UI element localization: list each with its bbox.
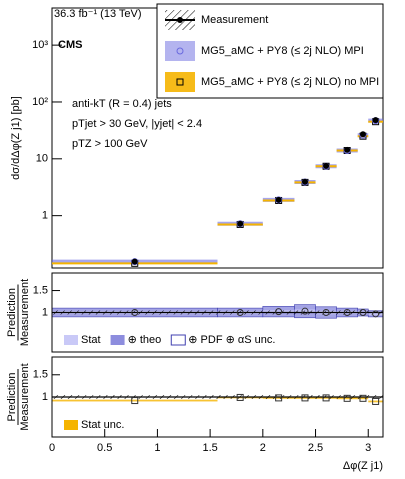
x-tick-label: 0.5 bbox=[97, 442, 112, 454]
ratio-marker bbox=[343, 394, 351, 402]
legend-swatch bbox=[165, 41, 195, 61]
legend-swatch bbox=[177, 17, 183, 23]
y-tick-label: 10³ bbox=[32, 39, 48, 51]
measurement-marker bbox=[275, 196, 282, 203]
ratio-marker bbox=[343, 309, 351, 316]
ratio-marker bbox=[131, 397, 139, 405]
legend-swatch bbox=[64, 335, 78, 345]
y-tick-label: 1 bbox=[42, 306, 48, 318]
y-tick-label: 1 bbox=[42, 210, 48, 222]
y-axis-label: Prediction bbox=[6, 288, 18, 337]
ratio-marker bbox=[301, 307, 309, 315]
legend-label: Measurement bbox=[201, 14, 268, 26]
legend-swatch bbox=[64, 420, 78, 430]
x-tick-label: 1.5 bbox=[202, 442, 217, 454]
measurement-marker bbox=[323, 162, 330, 169]
y-tick-label: 1 bbox=[42, 391, 48, 403]
ratio-marker bbox=[301, 394, 309, 402]
ratio-marker bbox=[275, 308, 283, 316]
legend-label: MG5_aMC + PY8 (≤ 2j NLO) MPI bbox=[201, 45, 364, 57]
x-axis-label: Δφ(Z j1) bbox=[343, 460, 383, 472]
measurement-marker bbox=[131, 258, 138, 265]
y-tick-label: 1.5 bbox=[33, 284, 48, 296]
stat-band bbox=[52, 399, 218, 402]
x-tick-label: 1 bbox=[154, 442, 160, 454]
cut-label: pTjet > 30 GeV, |yjet| < 2.4 bbox=[72, 118, 202, 130]
measurement-marker bbox=[301, 178, 308, 185]
measurement-marker bbox=[359, 131, 366, 138]
x-tick-label: 2 bbox=[260, 442, 266, 454]
legend-swatch bbox=[170, 334, 186, 346]
ratio-marker bbox=[359, 309, 367, 316]
cut-label: anti-kT (R = 0.4) jets bbox=[72, 98, 172, 110]
y-tick-label: 10 bbox=[36, 153, 48, 165]
ratio-marker bbox=[372, 397, 380, 405]
legend-label: Stat unc. bbox=[81, 419, 124, 431]
y-axis-label: Prediction bbox=[6, 373, 18, 422]
x-tick-label: 2.5 bbox=[308, 442, 323, 454]
experiment-label: CMS bbox=[58, 39, 82, 51]
legend-swatch bbox=[176, 78, 184, 86]
ratio-marker bbox=[322, 309, 330, 316]
y-axis-label: Measurement bbox=[19, 363, 31, 430]
ratio-marker bbox=[131, 309, 139, 316]
ratio-marker bbox=[275, 394, 283, 402]
legend-label: ⊕ theo bbox=[128, 334, 162, 346]
legend-label: Stat bbox=[81, 334, 101, 346]
y-axis-label: dσ/dΔφ(Z j1) [pb] bbox=[10, 96, 22, 180]
x-tick-label: 0 bbox=[49, 442, 55, 454]
ratio-marker bbox=[236, 309, 244, 316]
legend-swatch bbox=[110, 335, 125, 345]
legend-swatch bbox=[165, 72, 195, 92]
ratio-marker bbox=[322, 394, 330, 402]
legend-swatch bbox=[176, 47, 184, 55]
stat-band bbox=[368, 400, 383, 403]
cut-label: pTZ > 100 GeV bbox=[72, 138, 148, 150]
measurement-marker bbox=[372, 117, 379, 124]
ratio-marker bbox=[372, 310, 380, 318]
x-tick-label: 3 bbox=[365, 442, 371, 454]
y-tick-label: 1.5 bbox=[33, 369, 48, 381]
legend-label: MG5_aMC + PY8 (≤ 2j NLO) no MPI bbox=[201, 76, 379, 88]
y-tick-label: 10² bbox=[32, 96, 48, 108]
measurement-marker bbox=[237, 220, 244, 227]
ratio-marker bbox=[359, 394, 367, 402]
lumi-label: 36.3 fb⁻¹ (13 TeV) bbox=[54, 8, 142, 20]
ratio-marker bbox=[236, 393, 244, 401]
y-axis-label: Measurement bbox=[19, 279, 31, 346]
legend-label: ⊕ PDF ⊕ αS unc. bbox=[188, 334, 275, 346]
measurement-marker bbox=[344, 146, 351, 153]
